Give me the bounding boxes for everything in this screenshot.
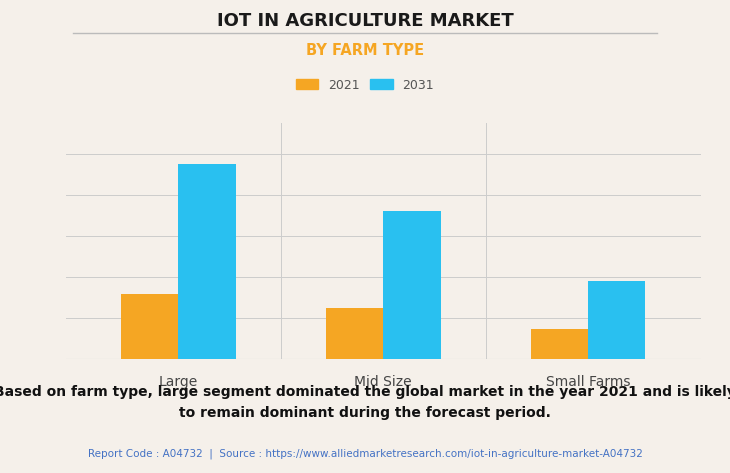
Bar <box>121 294 178 359</box>
Text: BY FARM TYPE: BY FARM TYPE <box>306 43 424 58</box>
Text: Report Code : A04732  |  Source : https://www.alliedmarketresearch.com/iot-in-ag: Report Code : A04732 | Source : https://… <box>88 448 642 459</box>
Bar <box>531 329 588 359</box>
Bar <box>326 308 383 359</box>
Legend: 2021, 2031: 2021, 2031 <box>292 75 438 96</box>
Bar <box>383 211 441 359</box>
Bar <box>178 164 236 359</box>
Text: Based on farm type, large segment dominated the global market in the year 2021 a: Based on farm type, large segment domina… <box>0 385 730 420</box>
Bar <box>588 281 645 359</box>
Text: IOT IN AGRICULTURE MARKET: IOT IN AGRICULTURE MARKET <box>217 12 513 30</box>
